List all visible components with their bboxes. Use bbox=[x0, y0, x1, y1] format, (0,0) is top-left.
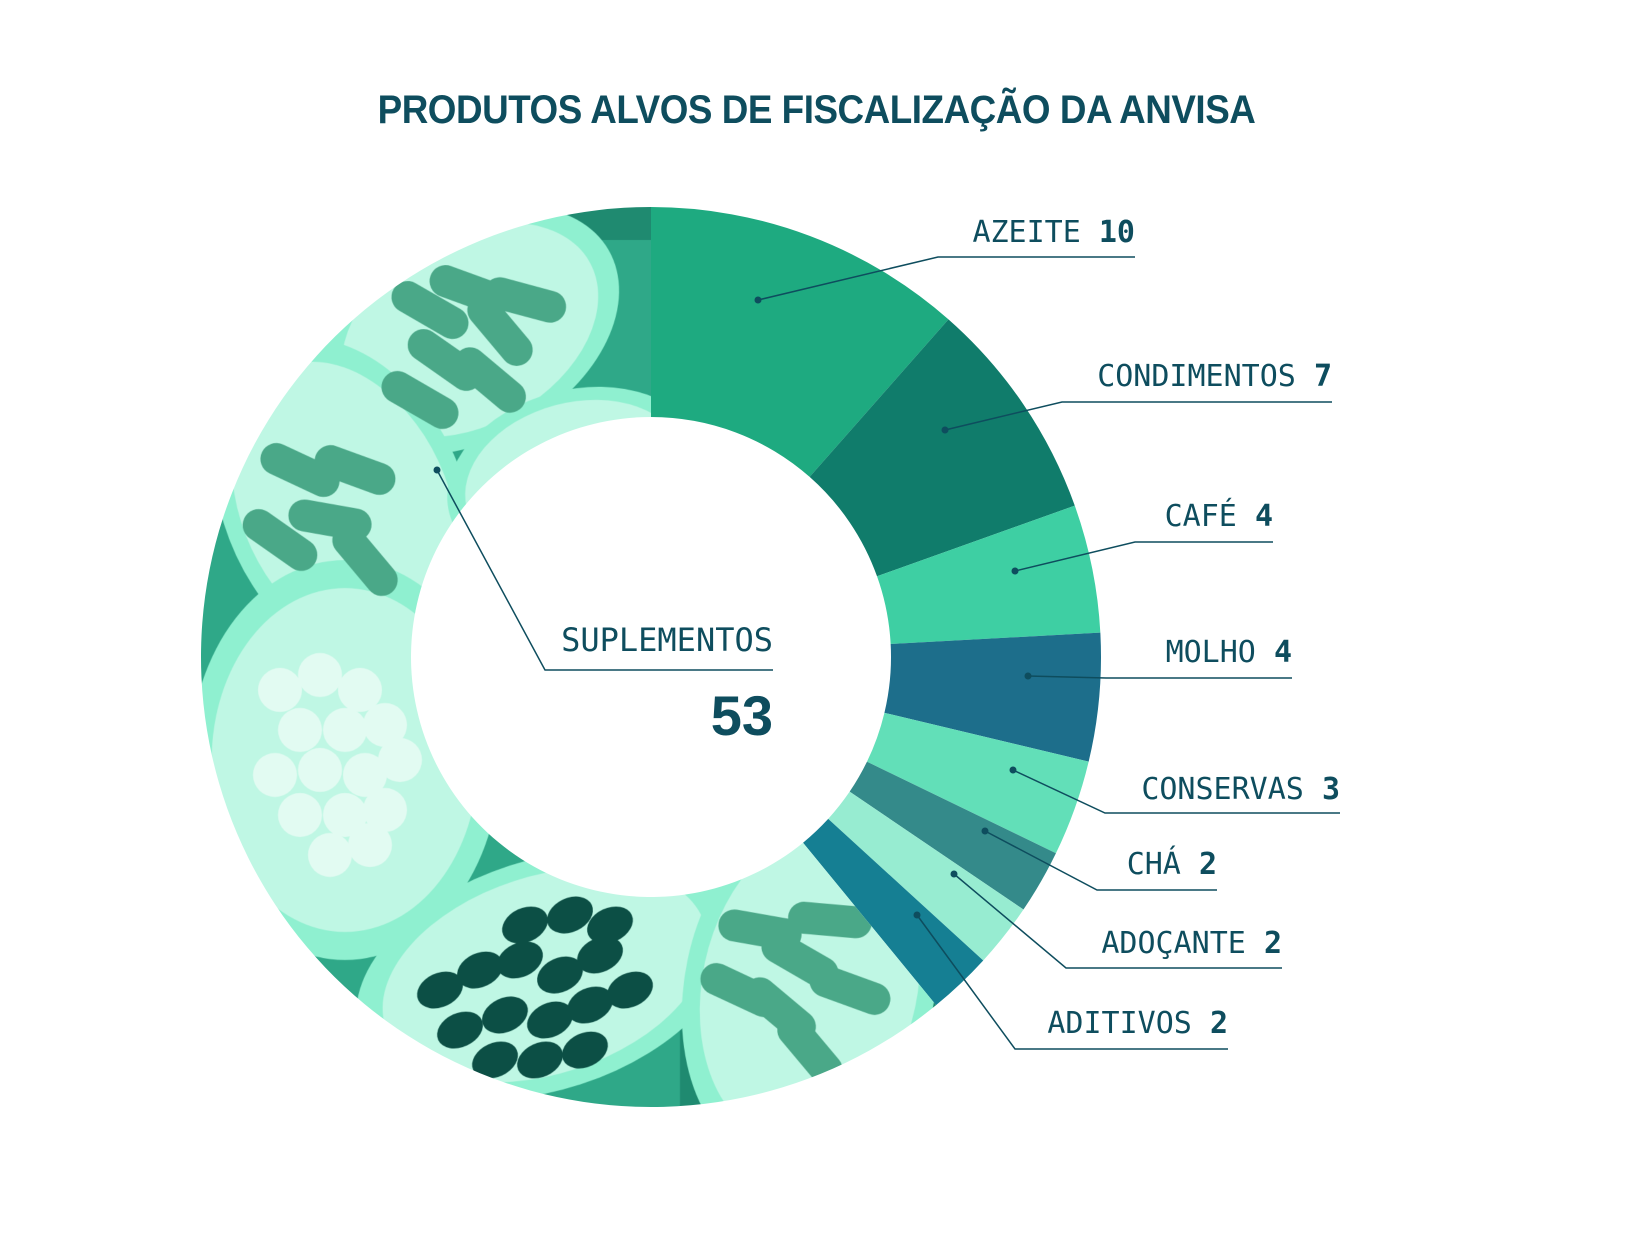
slice-label-text: CONDIMENTOS 7 bbox=[1097, 359, 1332, 394]
chart-title: PRODUTOS ALVOS DE FISCALIZAÇÃO DA ANVISA bbox=[377, 88, 1256, 132]
label-molho: MOLHO 4 bbox=[1024, 635, 1292, 680]
slice-label-name: MOLHO bbox=[1166, 635, 1274, 670]
label-suplementos: SUPLEMENTOS 53 bbox=[433, 466, 773, 747]
slice-label-value: 53 bbox=[711, 684, 773, 747]
slice-label-value: 4 bbox=[1274, 635, 1292, 670]
leader-line bbox=[953, 873, 1282, 969]
label-adoçante: ADOÇANTE 2 bbox=[950, 870, 1282, 969]
leader-line bbox=[944, 401, 1332, 431]
slice-label-name: CHÁ bbox=[1127, 846, 1199, 882]
slice-aditivos bbox=[803, 818, 984, 1006]
leader-line bbox=[436, 469, 773, 671]
leader-dot bbox=[950, 870, 958, 878]
slice-label-name: CONDIMENTOS bbox=[1097, 359, 1314, 394]
leader-line bbox=[757, 256, 1135, 301]
slice-label-name: ADITIVOS bbox=[1047, 1006, 1210, 1041]
slice-label-name: CONSERVAS bbox=[1141, 772, 1322, 807]
slice-label-text: ADOÇANTE 2 bbox=[1101, 926, 1282, 961]
slice-label-value: 2 bbox=[1199, 847, 1217, 882]
leader-line bbox=[1014, 541, 1273, 572]
slice-café bbox=[877, 505, 1101, 645]
slice-label-value: 4 bbox=[1255, 499, 1273, 534]
slice-label-text: CONSERVAS 3 bbox=[1141, 772, 1340, 807]
label-café: CAFÉ 4 bbox=[1011, 498, 1273, 575]
leader-dot bbox=[1009, 766, 1017, 774]
slice-label-name: CAFÉ bbox=[1165, 498, 1255, 534]
slice-suplementos bbox=[201, 207, 937, 1107]
slice-label-text: MOLHO 4 bbox=[1166, 635, 1292, 670]
leader-line bbox=[1027, 675, 1292, 679]
slice-label-value: 10 bbox=[1099, 215, 1135, 250]
slice-label-value: 3 bbox=[1322, 772, 1340, 807]
slice-label-name: AZEITE bbox=[972, 215, 1098, 250]
slice-label-name: SUPLEMENTOS bbox=[561, 621, 773, 659]
leader-line bbox=[1012, 769, 1340, 814]
leader-dot bbox=[1011, 567, 1019, 575]
leader-dot bbox=[433, 466, 441, 474]
leader-dot bbox=[981, 827, 989, 835]
label-azeite: AZEITE 10 bbox=[754, 215, 1135, 304]
slice-condimentos bbox=[809, 319, 1075, 577]
slice-label-text: CAFÉ 4 bbox=[1165, 498, 1273, 534]
leader-dot bbox=[941, 426, 949, 434]
label-condimentos: CONDIMENTOS 7 bbox=[941, 359, 1332, 434]
slice-label-value: 2 bbox=[1210, 1006, 1228, 1041]
slice-conservas bbox=[866, 712, 1089, 854]
label-chá: CHÁ 2 bbox=[981, 827, 1217, 891]
label-aditivos: ADITIVOS 2 bbox=[913, 911, 1228, 1050]
leader-line bbox=[916, 914, 1228, 1050]
slice-label-name: ADOÇANTE bbox=[1101, 926, 1264, 961]
leader-dot bbox=[913, 911, 921, 919]
slice-adoçante bbox=[828, 791, 1024, 961]
slice-label-value: 7 bbox=[1314, 359, 1332, 394]
leader-dot bbox=[1024, 672, 1032, 680]
slice-label-value: 2 bbox=[1264, 926, 1282, 961]
slice-azeite bbox=[651, 207, 949, 477]
slice-chá bbox=[849, 761, 1056, 910]
slice-label-text: CHÁ 2 bbox=[1127, 846, 1217, 882]
label-conservas: CONSERVAS 3 bbox=[1009, 766, 1340, 814]
slice-label-text: AZEITE 10 bbox=[972, 215, 1135, 250]
leader-dot bbox=[754, 296, 762, 304]
slice-label-text: ADITIVOS 2 bbox=[1047, 1006, 1228, 1041]
slice-molho bbox=[884, 632, 1101, 762]
slices-group bbox=[201, 207, 1101, 1107]
leader-line bbox=[984, 830, 1217, 891]
